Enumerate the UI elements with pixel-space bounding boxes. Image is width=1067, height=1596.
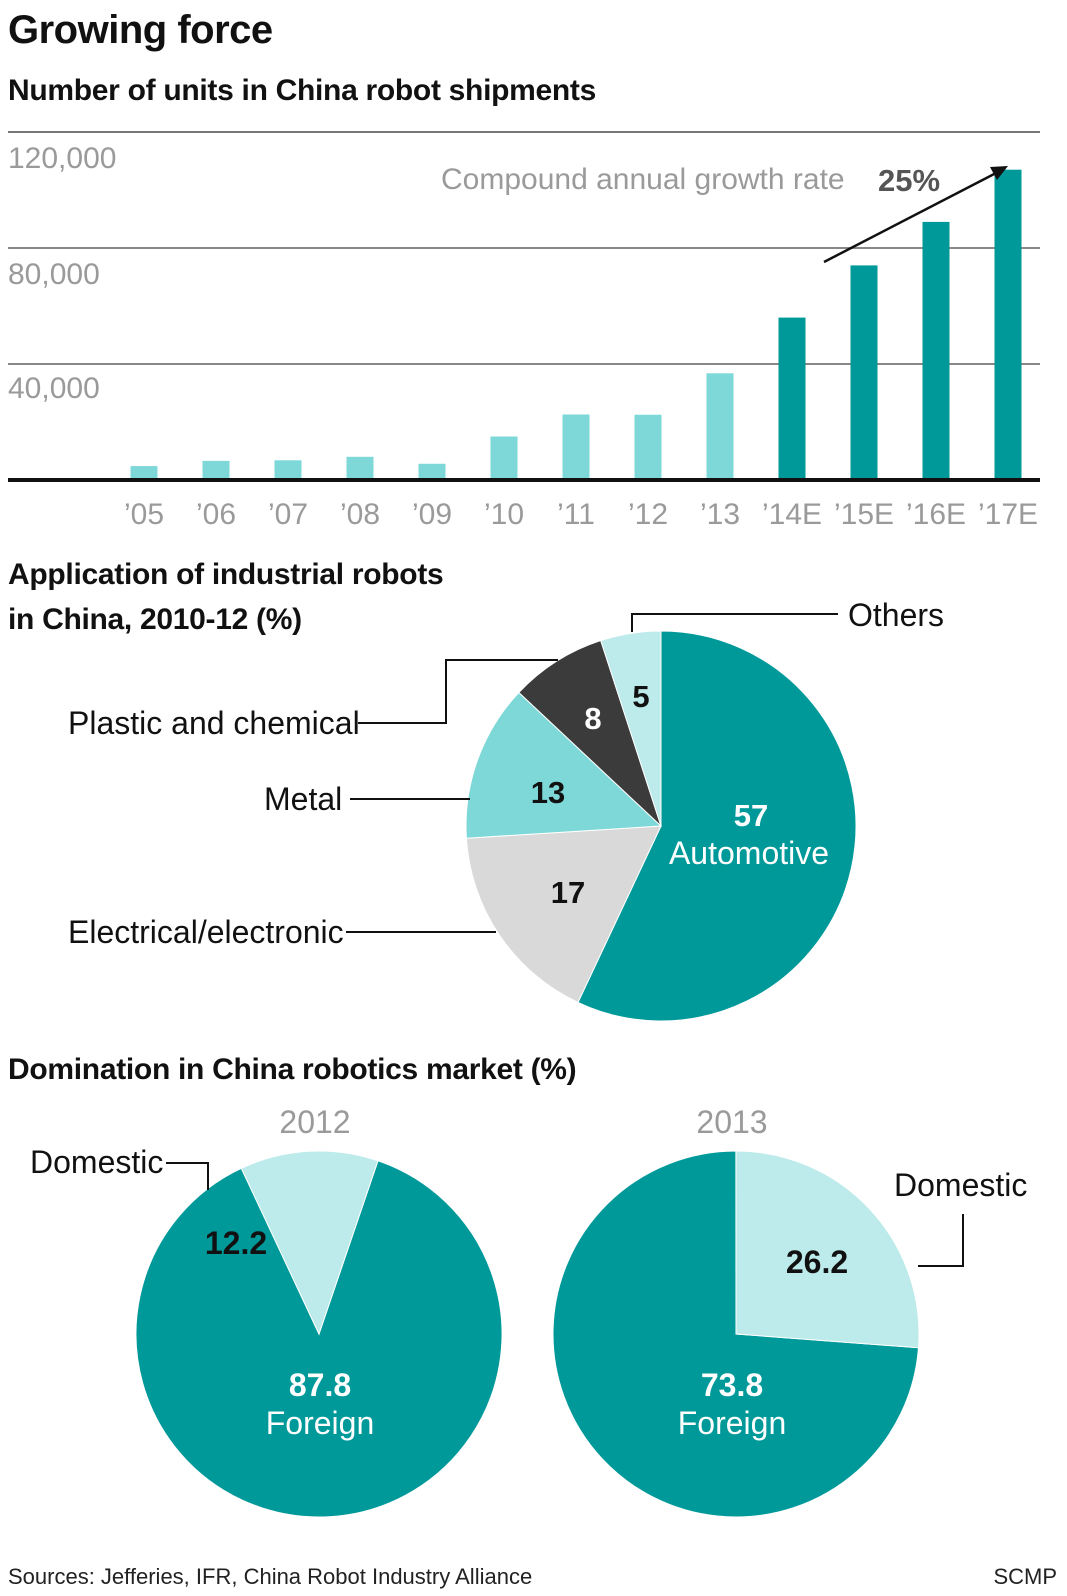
bar-05 <box>130 466 158 480</box>
value-label-plastic: 8 <box>584 701 601 736</box>
page-title: Growing force <box>8 8 273 52</box>
bar-09 <box>418 463 446 480</box>
slice-label-automotive: Automotive <box>669 835 829 871</box>
pie-2012-value-label-foreign: 87.8 <box>289 1367 351 1403</box>
x-tick-label: ’17E <box>978 498 1038 531</box>
growth-rate-label: Compound annual growth rate <box>441 163 845 196</box>
pie-application-title-line2: in China, 2010-12 (%) <box>8 603 302 636</box>
x-tick-label: ’16E <box>906 498 966 531</box>
x-tick-label: ’06 <box>196 498 236 531</box>
value-label-electrical: 17 <box>551 875 585 910</box>
growth-arrow-line <box>823 170 999 264</box>
sources-note: Sources: Jefferies, IFR, China Robot Ind… <box>8 1564 533 1589</box>
pie-2012-value-label-domestic: 12.2 <box>205 1225 267 1261</box>
application-slice-electrical-electronic <box>465 825 662 1004</box>
pie-2013-value-label-foreign: 73.8 <box>701 1367 763 1403</box>
growth-arrow-head <box>990 166 1008 180</box>
x-tick-label: ’05 <box>124 498 164 531</box>
bar-06 <box>202 460 230 480</box>
pie-2013-leader-domestic <box>918 1214 964 1267</box>
label-electrical: Electrical/electronic <box>68 914 344 950</box>
label-plastic: Plastic and chemical <box>68 705 360 741</box>
pie-2012-leader-domestic <box>166 1162 209 1190</box>
pie-2012-label-domestic: Domestic <box>30 1144 163 1180</box>
pie-2013-year-label: 2013 <box>696 1104 767 1140</box>
domination-title: Domination in China robotics market (%) <box>8 1053 577 1086</box>
x-tick-label: ’09 <box>412 498 452 531</box>
bar-15E <box>850 265 878 480</box>
bar-10 <box>490 436 518 480</box>
credit: SCMP <box>993 1564 1057 1589</box>
x-tick-label: ’15E <box>834 498 894 531</box>
y-tick-label-80000: 80,000 <box>8 258 100 291</box>
value-label-automotive: 57 <box>734 798 768 833</box>
bar-08 <box>346 456 374 480</box>
growth-rate-value: 25% <box>878 163 940 198</box>
bar-chart: ’05 ’06 ’07 ’08 ’09 ’10 ’11 ’12 ’13 ’14E ’15E ’16E ’… <box>8 131 1040 531</box>
leader-plastic <box>358 659 558 724</box>
x-tick-label: ’11 <box>557 498 595 531</box>
bar-16E <box>922 221 950 480</box>
y-tick-label-120000: 120,000 <box>8 142 117 175</box>
pie-2013-slice-label-foreign: Foreign <box>678 1405 787 1441</box>
y-tick-label-40000: 40,000 <box>8 372 100 405</box>
label-others: Others <box>848 597 944 633</box>
application-slice-metal <box>465 691 663 839</box>
bar-12 <box>634 414 662 480</box>
x-tick-label: ’08 <box>340 498 380 531</box>
pie-2013-slice-domestic <box>735 1150 920 1349</box>
bar-13 <box>706 373 734 480</box>
bar-14E <box>778 317 806 480</box>
pie-application-title-line1: Application of industrial robots <box>8 558 444 591</box>
bar-17E <box>994 169 1022 480</box>
bar-11 <box>562 414 590 480</box>
application-slice-plastic-and-chemical <box>518 639 662 827</box>
pie-2012-slice-label-foreign: Foreign <box>266 1405 375 1441</box>
leader-others <box>631 613 838 632</box>
pie-2012-slice-foreign <box>135 1160 503 1518</box>
value-label-others: 5 <box>632 679 649 714</box>
x-tick-label: ’10 <box>484 498 524 531</box>
x-tick-label: ’12 <box>628 498 668 531</box>
x-tick-label: ’13 <box>700 498 740 531</box>
pie-2012-slice-domestic <box>240 1150 379 1336</box>
label-metal: Metal <box>264 781 342 817</box>
bar-07 <box>274 460 302 480</box>
pie-2013-value-label-domestic: 26.2 <box>786 1244 848 1280</box>
application-slice-others <box>600 630 662 827</box>
pie-2012-year-label: 2012 <box>279 1104 350 1140</box>
value-label-metal: 13 <box>531 775 565 810</box>
x-tick-label: ’07 <box>268 498 308 531</box>
pie-2013-label-domestic: Domestic <box>894 1167 1027 1203</box>
x-tick-label: ’14E <box>762 498 822 531</box>
bar-chart-title: Number of units in China robot shipments <box>8 74 597 107</box>
application-slice-automotive <box>577 630 857 1022</box>
